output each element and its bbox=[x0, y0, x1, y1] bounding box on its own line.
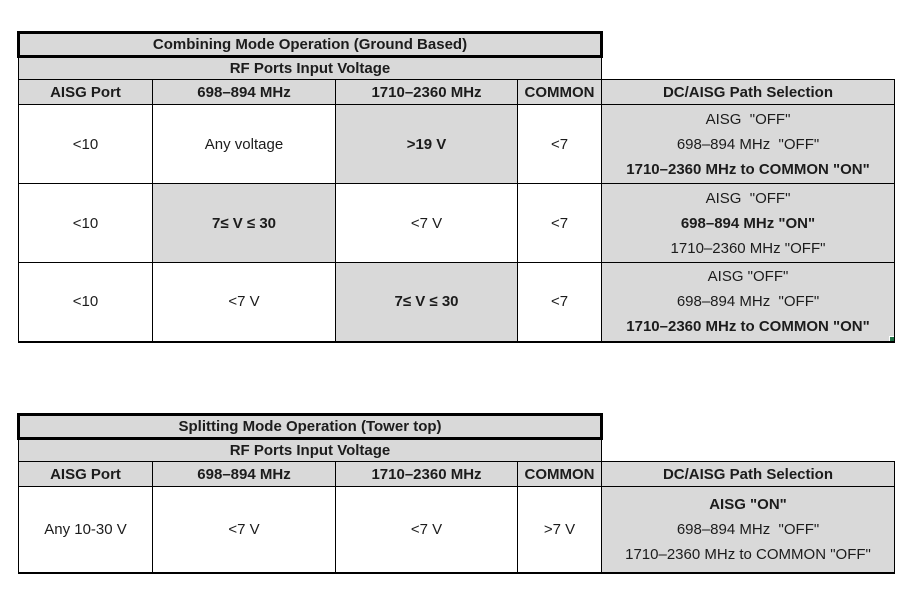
dc-line-aisg: AISG "ON" bbox=[709, 495, 787, 513]
table-subtitle-row: RF Ports Input Voltage bbox=[18, 56, 895, 80]
cell-common[interactable]: <7 bbox=[517, 262, 602, 343]
cell-dc-path[interactable]: AISG "ON" 698–894 MHz "OFF" 1710–2360 MH… bbox=[601, 486, 895, 574]
table-row: <10 <7 V 7≤ V ≤ 30 <7 AISG "OFF" 698–894… bbox=[18, 262, 895, 343]
splitting-mode-table: Splitting Mode Operation (Tower top) RF … bbox=[17, 413, 895, 574]
col-header-698-894[interactable]: 698–894 MHz bbox=[152, 79, 336, 105]
col-header-1710-2360[interactable]: 1710–2360 MHz bbox=[335, 79, 518, 105]
cell-common[interactable]: <7 bbox=[517, 104, 602, 184]
cell-1710-2360[interactable]: >19 V bbox=[335, 104, 518, 184]
cell-698-894[interactable]: <7 V bbox=[152, 262, 336, 343]
col-header-698-894[interactable]: 698–894 MHz bbox=[152, 461, 336, 487]
dc-line-aisg: AISG "OFF" bbox=[705, 189, 791, 207]
table-title[interactable]: Combining Mode Operation (Ground Based) bbox=[17, 31, 603, 58]
cell-aisg-port[interactable]: <10 bbox=[18, 104, 153, 184]
cell-dc-path-selected[interactable]: AISG "OFF" 698–894 MHz "OFF" 1710–2360 M… bbox=[601, 262, 895, 343]
dc-line-698: 698–894 MHz "OFF" bbox=[676, 135, 820, 153]
cell-1710-2360[interactable]: <7 V bbox=[335, 183, 518, 263]
dc-line-698: 698–894 MHz "OFF" bbox=[676, 293, 820, 311]
rf-ports-subtitle[interactable]: RF Ports Input Voltage bbox=[18, 56, 602, 80]
col-header-1710-2360[interactable]: 1710–2360 MHz bbox=[335, 461, 518, 487]
combining-mode-table: Combining Mode Operation (Ground Based) … bbox=[17, 31, 895, 343]
table-title-row: Combining Mode Operation (Ground Based) bbox=[17, 31, 895, 58]
dc-line-1710: 1710–2360 MHz to COMMON "OFF" bbox=[625, 545, 871, 563]
col-header-common[interactable]: COMMON bbox=[517, 79, 602, 105]
dc-line-aisg: AISG "OFF" bbox=[707, 268, 789, 286]
col-header-common[interactable]: COMMON bbox=[517, 461, 602, 487]
cell-common[interactable]: >7 V bbox=[517, 486, 602, 574]
cell-698-894[interactable]: Any voltage bbox=[152, 104, 336, 184]
dc-line-aisg: AISG "OFF" bbox=[705, 110, 791, 128]
cell-1710-2360[interactable]: 7≤ V ≤ 30 bbox=[335, 262, 518, 343]
col-header-aisg-port[interactable]: AISG Port bbox=[18, 461, 153, 487]
fill-handle[interactable] bbox=[889, 335, 894, 340]
cell-698-894[interactable]: <7 V bbox=[152, 486, 336, 574]
table-subtitle-row: RF Ports Input Voltage bbox=[18, 438, 895, 462]
cell-common[interactable]: <7 bbox=[517, 183, 602, 263]
blank-cell bbox=[601, 56, 895, 80]
dc-line-1710: 1710–2360 MHz "OFF" bbox=[670, 239, 826, 257]
cell-dc-path[interactable]: AISG "OFF" 698–894 MHz "ON" 1710–2360 MH… bbox=[601, 183, 895, 263]
blank-cell bbox=[601, 414, 895, 439]
column-header-row: AISG Port 698–894 MHz 1710–2360 MHz COMM… bbox=[18, 461, 895, 487]
table-row: <10 7≤ V ≤ 30 <7 V <7 AISG "OFF" 698–894… bbox=[18, 183, 895, 263]
table-row: <10 Any voltage >19 V <7 AISG "OFF" 698–… bbox=[18, 104, 895, 184]
dc-line-1710: 1710–2360 MHz to COMMON "ON" bbox=[626, 160, 870, 178]
blank-cell bbox=[601, 438, 895, 462]
dc-line-698: 698–894 MHz "ON" bbox=[680, 214, 816, 232]
table-title-row: Splitting Mode Operation (Tower top) bbox=[17, 413, 895, 440]
cell-aisg-port[interactable]: Any 10-30 V bbox=[18, 486, 153, 574]
col-header-aisg-port[interactable]: AISG Port bbox=[18, 79, 153, 105]
table-title[interactable]: Splitting Mode Operation (Tower top) bbox=[17, 413, 603, 440]
cell-698-894[interactable]: 7≤ V ≤ 30 bbox=[152, 183, 336, 263]
cell-1710-2360[interactable]: <7 V bbox=[335, 486, 518, 574]
cell-aisg-port[interactable]: <10 bbox=[18, 262, 153, 343]
dc-line-1710: 1710–2360 MHz to COMMON "ON" bbox=[626, 318, 870, 336]
col-header-dc-aisg-path[interactable]: DC/AISG Path Selection bbox=[601, 461, 895, 487]
blank-cell bbox=[601, 32, 895, 57]
column-header-row: AISG Port 698–894 MHz 1710–2360 MHz COMM… bbox=[18, 79, 895, 105]
table-row: Any 10-30 V <7 V <7 V >7 V AISG "ON" 698… bbox=[18, 486, 895, 574]
rf-ports-subtitle[interactable]: RF Ports Input Voltage bbox=[18, 438, 602, 462]
col-header-dc-aisg-path[interactable]: DC/AISG Path Selection bbox=[601, 79, 895, 105]
dc-line-698: 698–894 MHz "OFF" bbox=[676, 520, 820, 538]
cell-dc-path[interactable]: AISG "OFF" 698–894 MHz "OFF" 1710–2360 M… bbox=[601, 104, 895, 184]
cell-aisg-port[interactable]: <10 bbox=[18, 183, 153, 263]
